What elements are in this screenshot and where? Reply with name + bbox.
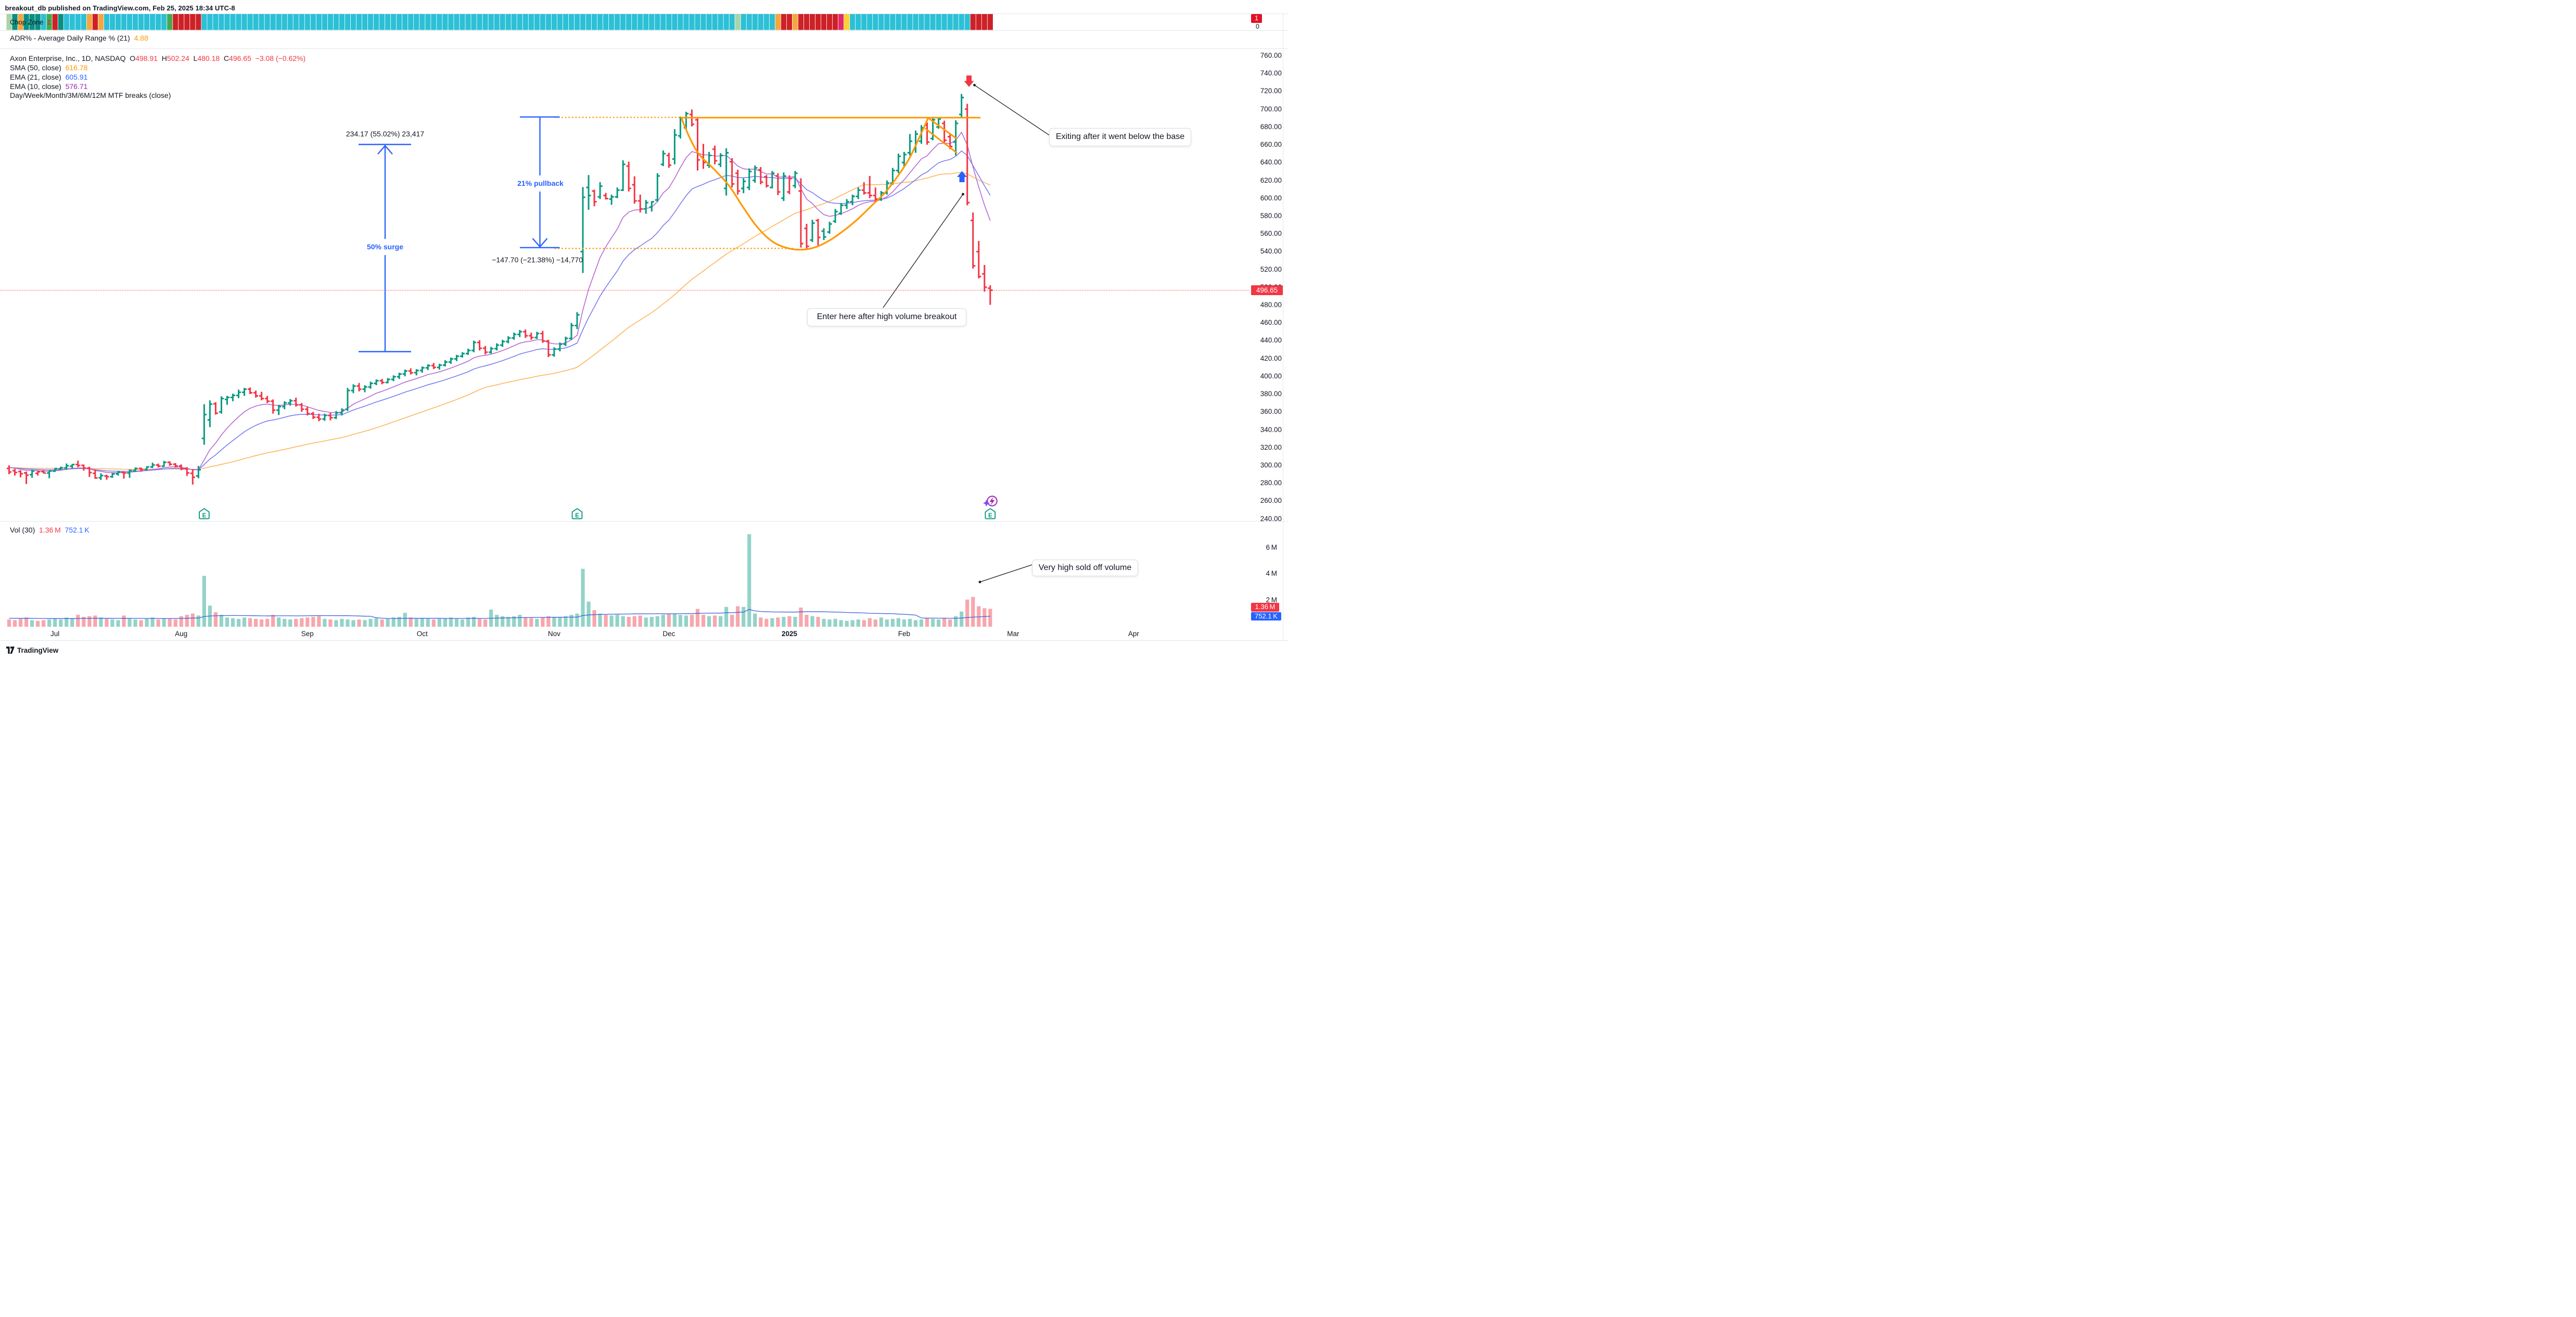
svg-text:E: E (988, 513, 992, 519)
svg-text:E: E (575, 513, 579, 519)
svg-text:E: E (202, 513, 207, 519)
